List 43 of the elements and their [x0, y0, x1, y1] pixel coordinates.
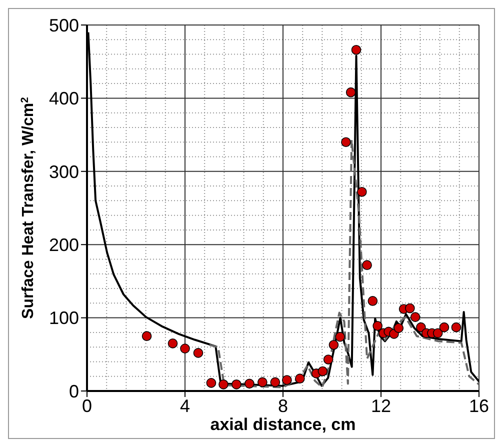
point	[244, 378, 254, 389]
point	[206, 378, 216, 388]
x-tick-label: 4	[180, 396, 190, 416]
y-tick-label: 100	[48, 308, 79, 328]
point	[294, 374, 305, 384]
point	[404, 303, 415, 314]
point	[232, 380, 242, 390]
point	[394, 323, 404, 333]
point	[368, 296, 378, 306]
point	[258, 377, 268, 388]
point	[193, 348, 204, 358]
point	[318, 366, 328, 376]
x-tick-label: 0	[82, 396, 92, 416]
line-series	[208, 138, 479, 388]
point	[270, 377, 280, 388]
y-tick-label: 400	[48, 88, 79, 109]
y-tick-label: 0	[68, 381, 79, 402]
point	[451, 322, 462, 332]
point	[372, 320, 382, 331]
y-tick-label: 200	[48, 234, 79, 255]
x-tick-label: 12	[370, 396, 392, 416]
point	[168, 338, 178, 348]
point	[416, 322, 426, 332]
y-tick-label: 500	[48, 15, 79, 36]
point	[341, 137, 351, 148]
x-tick-label: 16	[468, 396, 490, 416]
point	[180, 344, 190, 354]
y-tick-label: 300	[48, 162, 79, 182]
point	[432, 328, 443, 338]
point	[328, 340, 339, 350]
point	[439, 322, 450, 332]
point	[362, 260, 372, 270]
point	[356, 186, 367, 197]
x-axis-title: axial distance, cm	[210, 415, 356, 434]
point	[335, 332, 345, 342]
x-tick-label: 8	[278, 396, 288, 416]
point	[282, 375, 292, 385]
point	[142, 331, 152, 342]
point	[346, 87, 356, 98]
point	[410, 312, 420, 322]
point	[218, 380, 228, 390]
point	[351, 44, 362, 55]
point	[323, 354, 334, 364]
